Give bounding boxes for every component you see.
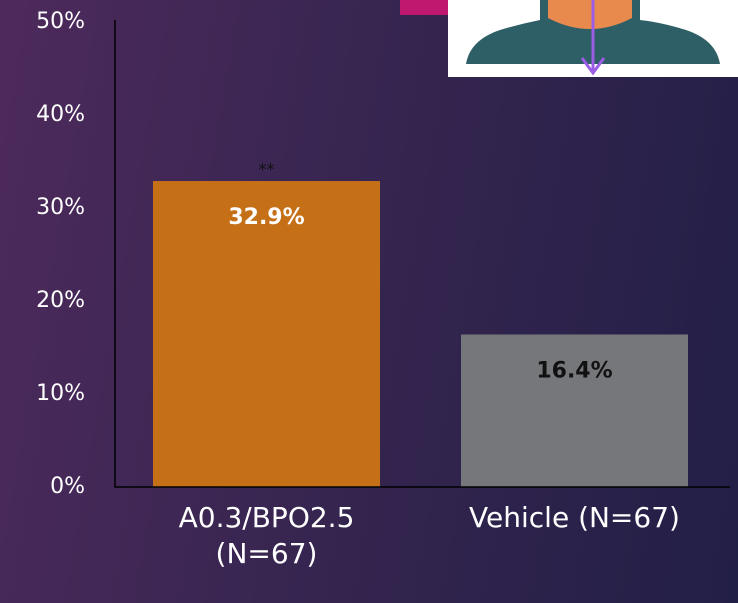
bar [461,334,688,487]
illustration-neck [548,0,632,29]
y-tick-label: 20% [36,288,85,313]
annotation: ** [259,160,275,179]
y-tick-label: 30% [36,195,85,220]
y-tick-label: 50% [36,9,85,34]
bar [153,181,380,487]
y-tick-label: 0% [50,474,85,499]
x-tick-label: Vehicle (N=67) [469,501,680,534]
illustration-arrowhead [580,57,606,76]
y-tick-label: 40% [36,102,85,127]
value-label: 16.4% [536,358,612,383]
value-label: 32.9% [228,205,304,230]
x-tick-label: A0.3/BPO2.5 (N=67) [178,501,355,570]
y-tick-label: 10% [36,381,85,406]
decor-block [400,0,450,15]
